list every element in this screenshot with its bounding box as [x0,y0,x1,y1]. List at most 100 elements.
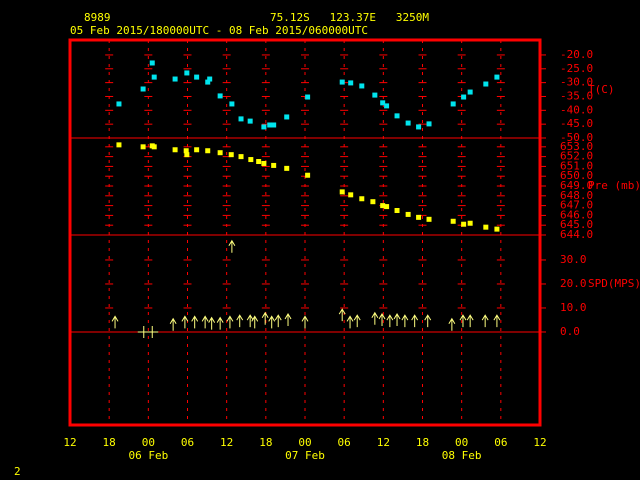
data-point [467,220,473,226]
calm-marker [146,325,159,338]
wind-arrow [216,316,224,330]
wind-arrow [111,315,119,329]
data-point [494,74,500,80]
x-tick-label: 06 [181,436,194,449]
wind-arrow [274,314,282,328]
day-label: 07 Feb [285,449,325,462]
y-tick-label: -25.0 [560,62,593,75]
wind-arrow [246,314,254,328]
wind-arrow [251,315,259,329]
y-tick-label: 651.0 [560,159,593,172]
x-tick-label: 06 [494,436,507,449]
day-label: 08 Feb [442,449,482,462]
data-point [151,144,157,150]
data-point [149,60,155,66]
wind-arrow [226,315,234,329]
data-point [284,114,290,120]
y-tick-label: 647.0 [560,199,593,212]
y-tick-label: -30.0 [560,76,593,89]
x-tick-label: 12 [63,436,76,449]
y-tick-label: 0.0 [560,325,580,338]
page-number: 2 [14,465,21,478]
data-point [339,79,345,85]
y-tick-label: 650.0 [560,169,593,182]
data-point [284,165,290,171]
y-tick-label: 644.0 [560,228,593,241]
data-point [172,76,178,82]
y-tick-label: 649.0 [560,179,593,192]
x-tick-label: 12 [220,436,233,449]
data-point [228,152,234,158]
wind-arrow [393,313,401,326]
wind-arrow [493,314,501,328]
series-label: T(C) [588,83,615,96]
day-label: 06 Feb [128,449,168,462]
data-point [380,203,386,209]
period: 05 Feb 2015/180000UTC - 08 Feb 2015/0600… [70,24,368,37]
series-label: SPD(MPS) [588,277,640,290]
wind-arrow [284,313,292,326]
wind-arrow [228,239,236,253]
data-point [305,94,311,100]
data-point [267,122,273,128]
data-point [405,211,411,217]
wind-arrow [236,314,244,328]
y-tick-label: -50.0 [560,131,593,144]
data-point [205,148,211,154]
x-tick-label: 00 [298,436,311,449]
y-tick-label: -20.0 [560,48,593,61]
y-tick-label: 645.0 [560,218,593,231]
data-point [348,80,354,86]
wind-arrow [268,315,276,329]
y-tick-label: 30.0 [560,253,587,266]
wind-arrow [301,315,309,329]
wind-arrow [201,315,209,329]
x-tick-label: 12 [533,436,546,449]
data-point [380,100,386,106]
wind-arrow [181,315,189,329]
data-point [416,214,422,220]
series-label: Pre (mb) [588,179,640,192]
data-point [151,74,157,80]
data-point [207,76,213,82]
wind-arrow [448,317,456,331]
data-point [483,224,489,230]
data-point [271,162,277,168]
y-tick-label: 20.0 [560,277,587,290]
wind-arrow [411,314,419,328]
data-point [217,93,223,99]
data-point [261,160,267,166]
data-point [461,221,467,227]
data-point [116,101,122,107]
plot-frame [68,38,542,427]
data-point [172,147,178,153]
data-point [348,192,354,198]
wind-arrow [353,314,361,328]
data-point [217,150,223,156]
data-point [450,101,456,107]
y-tick-label: 653.0 [560,140,593,153]
wind-arrow [378,313,386,326]
data-point [140,144,146,150]
y-tick-label: 10.0 [560,301,587,314]
wind-arrow [208,316,216,330]
wind-arrow [191,315,199,329]
wind-arrow [386,314,394,328]
wind-arrow [371,311,379,325]
data-point [416,124,422,130]
wind-arrow [481,314,489,328]
data-point [271,122,277,128]
data-point [384,103,390,109]
y-tick-label: 652.0 [560,150,593,163]
x-tick-label: 00 [455,436,468,449]
x-tick-label: 00 [142,436,155,449]
y-tick-label: -35.0 [560,89,593,102]
data-point [426,216,432,222]
data-point [450,218,456,224]
data-point [194,74,200,80]
wind-arrow [346,315,354,329]
x-tick-label: 18 [416,436,429,449]
x-tick-label: 12 [377,436,390,449]
